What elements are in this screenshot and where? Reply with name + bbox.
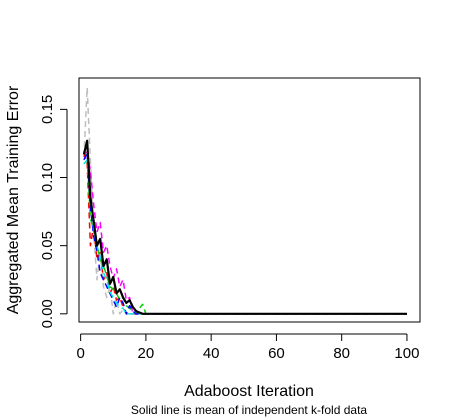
fold-series-line xyxy=(83,159,407,315)
x-tick-label: 0 xyxy=(76,345,84,362)
fold-series-line xyxy=(83,152,407,315)
plot-frame xyxy=(78,77,421,323)
y-tick-label: 0.05 xyxy=(39,231,56,260)
fold-series-line xyxy=(83,86,407,315)
y-tick-label: 0.15 xyxy=(39,95,56,124)
x-tick-label: 20 xyxy=(138,345,155,362)
mean-series-line xyxy=(82,139,407,315)
x-tick-label: 80 xyxy=(333,345,350,362)
x-tick-label: 60 xyxy=(268,345,285,362)
x-axis-title: Adaboost Iteration xyxy=(184,383,314,400)
plot-series xyxy=(82,86,407,315)
y-axis: 0.00 0.05 0.10 0.15 xyxy=(39,95,68,328)
chart-subtitle: Solid line is mean of independent k-fold… xyxy=(131,403,367,417)
x-tick-label: 100 xyxy=(394,345,419,362)
y-tick-label: 0.10 xyxy=(39,163,56,192)
fold-series-line xyxy=(83,152,407,315)
x-tick-label: 40 xyxy=(203,345,220,362)
x-axis: 0 20 40 60 80 100 xyxy=(76,333,419,362)
y-axis-title: Aggregated Mean Training Error xyxy=(5,85,22,314)
y-tick-label: 0.00 xyxy=(39,299,56,328)
